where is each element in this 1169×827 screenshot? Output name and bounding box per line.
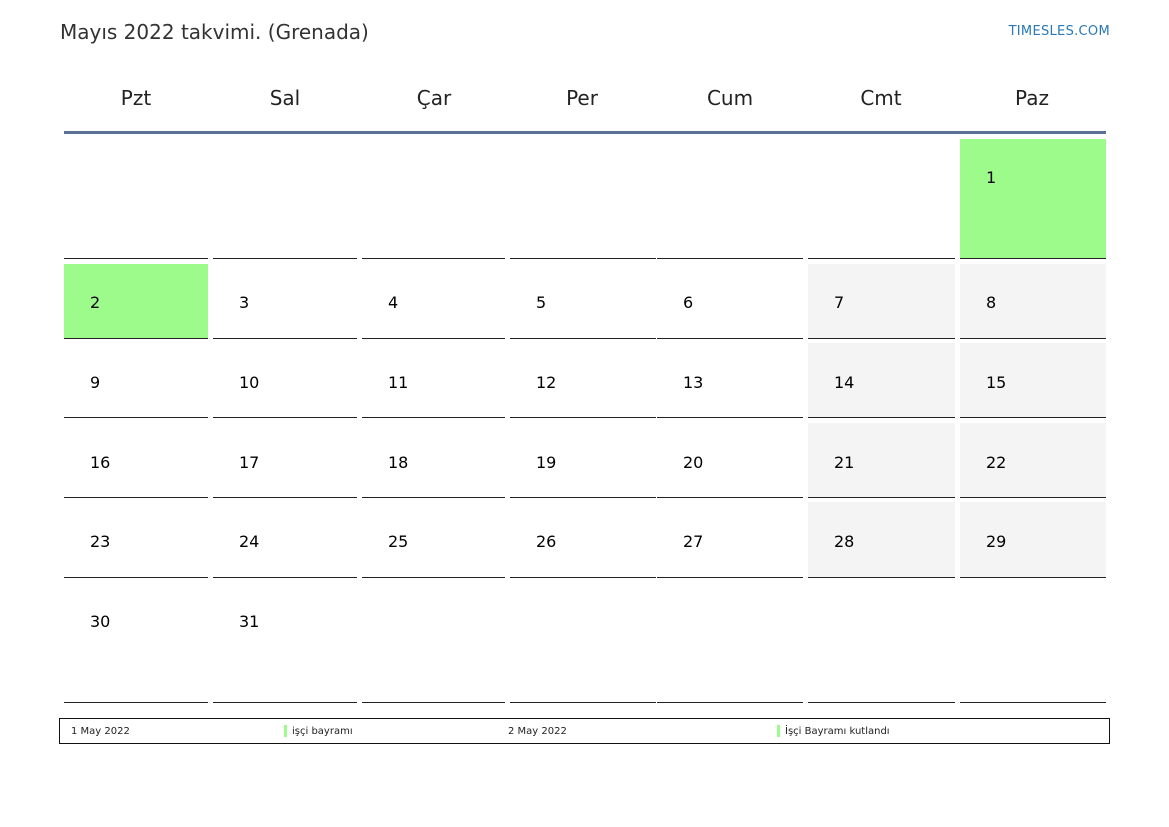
day-number: 15 xyxy=(986,373,1007,392)
day-cell[interactable]: 1 xyxy=(960,139,1106,259)
day-number: 14 xyxy=(834,373,855,392)
day-number: 7 xyxy=(834,293,845,312)
day-number: 23 xyxy=(90,532,111,551)
day-number: 12 xyxy=(536,373,557,392)
day-cell[interactable]: 21 xyxy=(808,423,955,498)
legend-date-2: 2 May 2022 xyxy=(508,726,567,737)
day-number: 28 xyxy=(834,532,855,551)
day-cell[interactable]: 18 xyxy=(362,423,505,498)
day-cell[interactable]: 13 xyxy=(657,343,803,418)
day-cell[interactable]: 26 xyxy=(510,502,656,578)
day-number: 26 xyxy=(536,532,557,551)
day-cell[interactable]: 31 xyxy=(213,583,357,703)
day-number: 31 xyxy=(239,612,260,631)
day-number: 19 xyxy=(536,453,557,472)
day-number: 4 xyxy=(388,293,399,312)
holiday-legend: 1 May 2022 işçi bayramı 2 May 2022 İşçi … xyxy=(59,718,1110,744)
legend-holiday-2: İşçi Bayramı kutlandı xyxy=(785,726,890,737)
day-cell[interactable]: 22 xyxy=(960,423,1106,498)
day-number: 3 xyxy=(239,293,250,312)
day-number: 22 xyxy=(986,453,1007,472)
day-number: 1 xyxy=(986,168,997,187)
day-number: 10 xyxy=(239,373,260,392)
day-cell[interactable]: 20 xyxy=(657,423,803,498)
empty-cell xyxy=(362,139,505,259)
day-cell[interactable]: 27 xyxy=(657,502,803,578)
weekday-tue: Sal xyxy=(269,86,301,110)
day-number: 30 xyxy=(90,612,111,631)
day-cell[interactable]: 6 xyxy=(657,264,803,339)
empty-cell xyxy=(213,139,357,259)
day-number: 9 xyxy=(90,373,101,392)
empty-cell xyxy=(960,583,1106,703)
weekday-sun: Paz xyxy=(1015,86,1049,110)
empty-cell xyxy=(362,583,505,703)
day-number: 8 xyxy=(986,293,997,312)
day-cell[interactable]: 30 xyxy=(64,583,208,703)
day-number: 17 xyxy=(239,453,260,472)
day-number: 2 xyxy=(90,293,101,312)
day-cell[interactable]: 23 xyxy=(64,502,208,578)
empty-cell xyxy=(808,583,955,703)
legend-color-marker-2 xyxy=(777,725,780,737)
weekday-thu: Per xyxy=(566,86,598,110)
empty-cell xyxy=(64,139,208,259)
day-cell[interactable]: 5 xyxy=(510,264,656,339)
legend-holiday-1: işçi bayramı xyxy=(292,726,353,737)
day-number: 25 xyxy=(388,532,409,551)
day-number: 20 xyxy=(683,453,704,472)
day-number: 24 xyxy=(239,532,260,551)
day-number: 11 xyxy=(388,373,409,392)
empty-cell xyxy=(510,139,656,259)
day-cell[interactable]: 9 xyxy=(64,343,208,418)
header-divider xyxy=(64,131,1106,134)
day-cell[interactable]: 17 xyxy=(213,423,357,498)
empty-cell xyxy=(510,583,656,703)
day-cell[interactable]: 11 xyxy=(362,343,505,418)
site-brand-link[interactable]: TIMESLES.COM xyxy=(1008,24,1110,39)
day-number: 5 xyxy=(536,293,547,312)
day-cell[interactable]: 7 xyxy=(808,264,955,339)
day-cell[interactable]: 25 xyxy=(362,502,505,578)
empty-cell xyxy=(657,139,803,259)
day-cell[interactable]: 4 xyxy=(362,264,505,339)
day-cell[interactable]: 2 xyxy=(64,264,208,339)
day-number: 21 xyxy=(834,453,855,472)
legend-date-1: 1 May 2022 xyxy=(71,726,130,737)
day-number: 27 xyxy=(683,532,704,551)
day-number: 13 xyxy=(683,373,704,392)
legend-color-marker-1 xyxy=(284,725,287,737)
day-cell[interactable]: 16 xyxy=(64,423,208,498)
day-cell[interactable]: 3 xyxy=(213,264,357,339)
day-number: 6 xyxy=(683,293,694,312)
weekday-wed: Çar xyxy=(416,86,452,110)
page-title: Mayıs 2022 takvimi. (Grenada) xyxy=(60,20,369,44)
day-cell[interactable]: 24 xyxy=(213,502,357,578)
weekday-mon: Pzt xyxy=(120,86,152,110)
empty-cell xyxy=(808,139,955,259)
day-number: 29 xyxy=(986,532,1007,551)
day-number: 16 xyxy=(90,453,111,472)
day-cell[interactable]: 15 xyxy=(960,343,1106,418)
day-cell[interactable]: 10 xyxy=(213,343,357,418)
day-cell[interactable]: 12 xyxy=(510,343,656,418)
day-cell[interactable]: 8 xyxy=(960,264,1106,339)
day-cell[interactable]: 28 xyxy=(808,502,955,578)
empty-cell xyxy=(657,583,803,703)
day-cell[interactable]: 14 xyxy=(808,343,955,418)
day-cell[interactable]: 29 xyxy=(960,502,1106,578)
weekday-fri: Cum xyxy=(706,86,754,110)
weekday-sat: Cmt xyxy=(860,86,902,110)
weekday-header: Pzt Sal Çar Per Cum Cmt Paz xyxy=(0,86,1169,112)
day-cell[interactable]: 19 xyxy=(510,423,656,498)
day-number: 18 xyxy=(388,453,409,472)
